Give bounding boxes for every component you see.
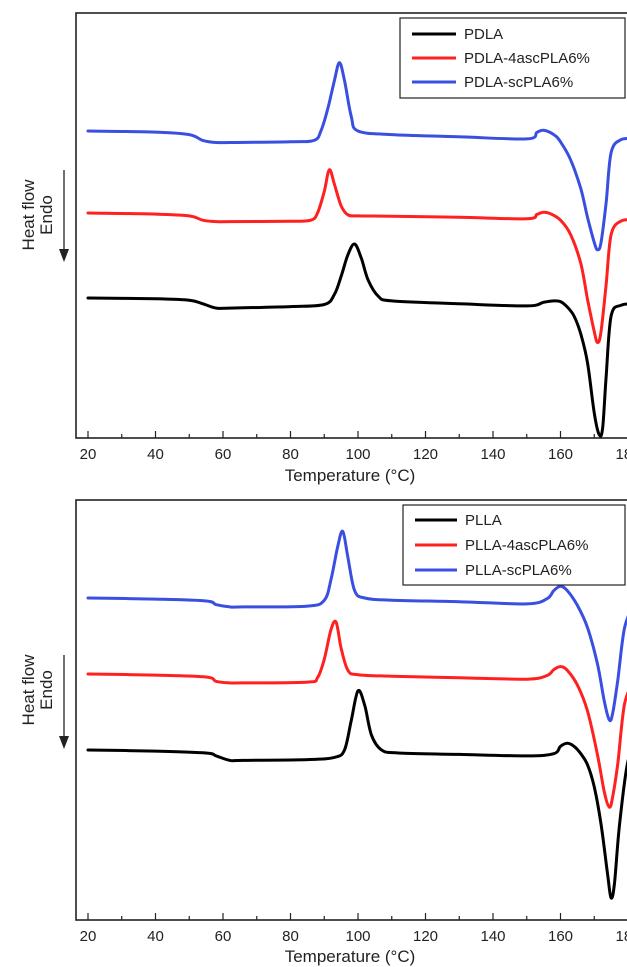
- x-tick-label: 100: [345, 928, 370, 945]
- x-tick-label: 20: [80, 928, 97, 945]
- chart-panel-top: 20 40 60 80 100 120 140 160 180 Temperature (°C)…: [19, 12, 627, 485]
- legend-top: PDLA PDLA-4ascPLA6% PDLA-scPLA6%: [399, 17, 626, 99]
- x-tick-labels-top: 20 40 60 80 100 120 140 160 180: [80, 446, 627, 463]
- series-line-pdla-scpla6-: [86, 61, 627, 252]
- x-tick-label: 140: [480, 446, 505, 463]
- x-tick-label: 60: [215, 928, 232, 945]
- plot-frame-bottom: [75, 499, 627, 921]
- legend-label: PDLA-4ascPLA6%: [464, 50, 590, 67]
- series-lines-top: [86, 61, 627, 438]
- x-tick-label: 120: [413, 446, 438, 463]
- legend-label: PLLA-4ascPLA6%: [465, 537, 588, 554]
- endo-arrow-top: [59, 170, 69, 262]
- x-tick-label: 180: [615, 446, 627, 463]
- x-axis-title-top: Temperature (°C): [285, 466, 416, 485]
- x-tick-label: 80: [282, 446, 299, 463]
- series-line-plla-4ascpla6-: [86, 619, 627, 809]
- x-tick-labels-bottom: 20 40 60 80 100 120 140 160 180: [80, 928, 627, 945]
- x-tick-label: 160: [548, 446, 573, 463]
- y-axis-subtitle-bottom: Endo: [37, 670, 56, 710]
- x-tick-label: 140: [480, 928, 505, 945]
- series-lines-bottom: [86, 529, 627, 900]
- x-axis-title-bottom: Temperature (°C): [285, 947, 416, 966]
- x-tick-label: 20: [80, 446, 97, 463]
- x-tick-label: 60: [215, 446, 232, 463]
- chart-panel-bottom: 20 40 60 80 100 120 140 160 180 Temperature (°C)…: [19, 499, 627, 966]
- series-line-pdla: [86, 242, 627, 438]
- legend-label: PDLA-scPLA6%: [464, 74, 573, 91]
- x-tick-label: 40: [147, 446, 164, 463]
- x-ticks-top: [87, 431, 595, 438]
- y-axis-title-top: Heat flow: [19, 179, 38, 251]
- x-tick-label: 160: [548, 928, 573, 945]
- x-tick-label: 40: [147, 928, 164, 945]
- legend-bottom: PLLA PLLA-4ascPLA6% PLLA-scPLA6%: [402, 504, 626, 586]
- legend-label: PDLA: [464, 26, 503, 43]
- x-tick-label: 120: [413, 928, 438, 945]
- endo-arrow-bottom: [59, 655, 69, 749]
- y-axis-subtitle-top: Endo: [37, 195, 56, 235]
- plot-frame-top: [75, 12, 627, 439]
- legend-label: PLLA-scPLA6%: [465, 562, 572, 579]
- series-line-pdla-4ascpla6-: [86, 168, 627, 345]
- series-line-plla: [86, 688, 627, 900]
- x-tick-label: 100: [345, 446, 370, 463]
- x-tick-label: 180: [615, 928, 627, 945]
- x-tick-label: 80: [282, 928, 299, 945]
- series-line-plla-scpla6-: [86, 529, 627, 723]
- legend-label: PLLA: [465, 512, 502, 529]
- x-ticks-bottom: [87, 913, 595, 920]
- y-axis-title-bottom: Heat flow: [19, 654, 38, 726]
